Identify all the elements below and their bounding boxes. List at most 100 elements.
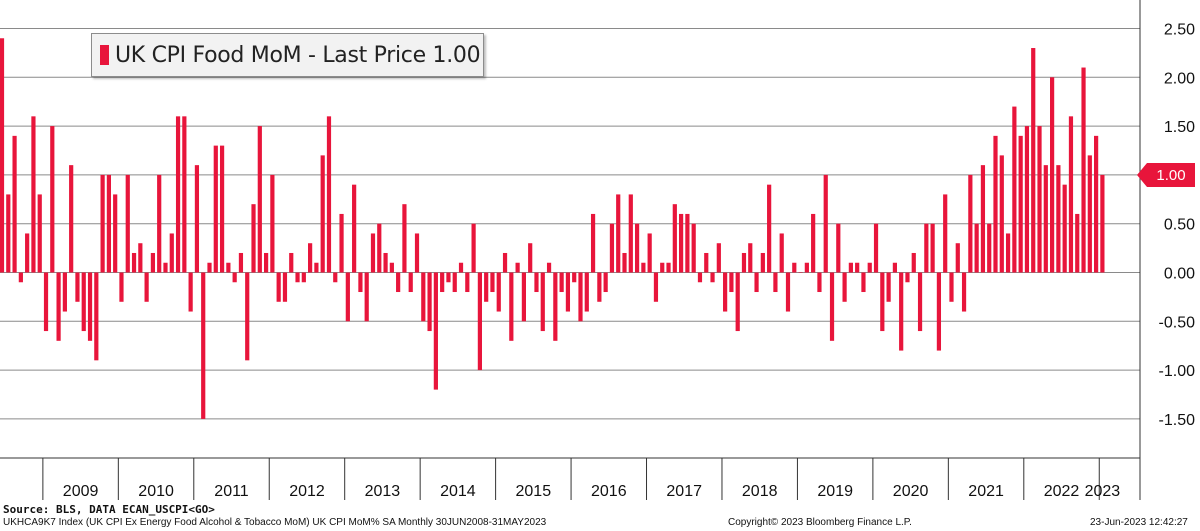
bar — [31, 116, 36, 273]
x-tick-label: 2011 — [214, 483, 249, 500]
y-tick-label: 2.00 — [1164, 70, 1195, 87]
bar — [741, 252, 747, 273]
bar — [257, 126, 262, 273]
bar — [219, 145, 225, 273]
bar — [704, 252, 709, 273]
bar — [150, 252, 156, 273]
bar — [270, 174, 275, 273]
bar — [113, 194, 118, 273]
bar — [1062, 184, 1067, 273]
bar — [836, 223, 841, 273]
bar — [590, 213, 596, 273]
bar — [653, 272, 659, 302]
bar — [69, 165, 74, 273]
bar — [603, 272, 608, 293]
bar — [427, 272, 432, 332]
bar — [597, 272, 602, 302]
bar — [691, 223, 696, 273]
bar — [43, 272, 49, 332]
bar — [106, 174, 111, 273]
bar — [320, 155, 325, 273]
bar — [119, 272, 124, 302]
x-tick-label: 2021 — [968, 483, 1004, 500]
x-tick-label: 2018 — [742, 483, 778, 500]
bar — [295, 272, 300, 283]
x-tick-label: 2022 — [1044, 483, 1080, 500]
bar — [289, 252, 294, 273]
bar — [383, 252, 388, 273]
bar — [993, 135, 998, 273]
x-tick-label: 2020 — [893, 483, 929, 500]
y-tick-label: -1.50 — [1159, 412, 1196, 429]
bar — [987, 223, 992, 273]
bar — [1068, 116, 1074, 273]
bar — [892, 262, 897, 273]
bar — [565, 272, 571, 312]
bar — [339, 213, 344, 273]
bar — [402, 204, 407, 273]
bar — [352, 184, 357, 273]
x-tick-label: 2017 — [666, 483, 702, 500]
bar — [1024, 126, 1030, 273]
bar — [936, 272, 942, 351]
footer-copyright: Copyright© 2023 Bloomberg Finance L.P. — [728, 517, 912, 528]
bar — [282, 272, 288, 302]
footer-timestamp: 23-Jun-2023 12:42:27 — [1090, 517, 1188, 528]
bar — [848, 262, 853, 273]
bar — [238, 252, 244, 273]
bar — [144, 272, 149, 302]
bar — [679, 213, 684, 273]
bar — [735, 272, 740, 332]
bar — [980, 165, 986, 273]
bar — [458, 262, 464, 273]
y-tick-label: 0.00 — [1164, 266, 1195, 283]
bar — [308, 243, 313, 273]
bar — [540, 272, 545, 332]
x-tick-label: 2023 — [1085, 483, 1121, 500]
bar — [446, 272, 451, 283]
bar — [823, 174, 828, 273]
bar — [188, 272, 193, 312]
bar — [490, 272, 495, 293]
bar — [811, 213, 816, 273]
bar — [999, 155, 1004, 273]
bar — [1094, 135, 1099, 273]
y-tick-label: -0.50 — [1159, 314, 1196, 331]
bar — [1056, 165, 1061, 273]
bar — [62, 272, 67, 312]
bar — [748, 243, 753, 273]
y-axis-tick-labels: 2.502.001.501.000.500.00-0.50-1.00-1.50 — [1159, 22, 1196, 429]
bar — [138, 243, 143, 273]
bar — [0, 38, 5, 273]
bar — [465, 272, 470, 293]
bar — [968, 174, 973, 273]
bar — [559, 272, 564, 293]
bar — [81, 272, 86, 332]
bar — [534, 272, 539, 293]
bar — [905, 272, 910, 283]
bar — [87, 272, 93, 341]
bar — [389, 262, 394, 273]
bar — [1081, 67, 1086, 273]
bar — [509, 272, 514, 341]
bar — [773, 272, 778, 293]
bar — [358, 272, 363, 293]
bar — [974, 223, 979, 273]
bar — [213, 145, 218, 273]
bar — [421, 272, 426, 322]
bar — [622, 252, 627, 273]
legend-swatch — [100, 45, 109, 65]
bar — [760, 252, 765, 273]
bar — [754, 272, 759, 293]
bar — [207, 262, 212, 273]
bar — [930, 223, 935, 273]
bar — [729, 272, 734, 293]
bar — [232, 272, 237, 283]
bar — [1043, 165, 1048, 273]
bar — [440, 272, 445, 293]
bar — [314, 262, 319, 273]
bar — [377, 223, 382, 273]
bar — [546, 262, 552, 273]
bar — [955, 243, 960, 273]
